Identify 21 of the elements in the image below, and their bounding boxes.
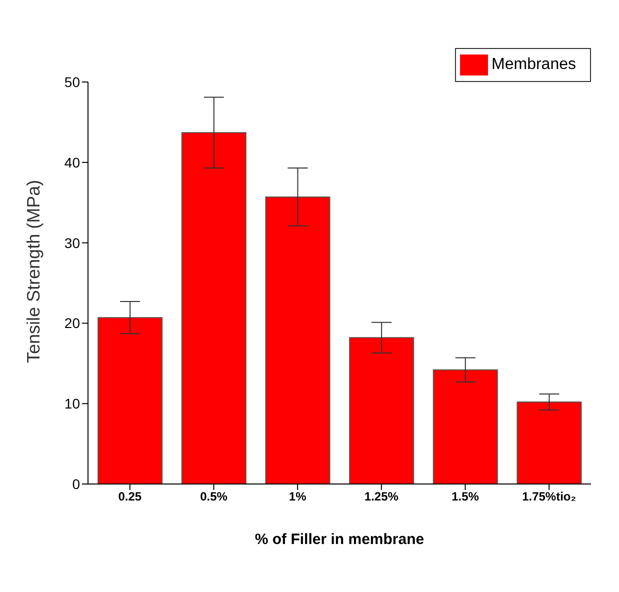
y-tick-label: 30	[64, 234, 80, 251]
y-tick-label: 50	[64, 74, 80, 90]
bar	[98, 317, 163, 484]
y-tick-label: 0	[72, 476, 80, 492]
x-tick-label: 0.5%	[200, 490, 228, 504]
bar	[349, 337, 414, 484]
y-tick-label: 40	[64, 154, 80, 170]
y-tick-label: 20	[64, 315, 80, 332]
legend-label: Membranes	[492, 56, 576, 74]
x-tick-label: 1.5%	[452, 490, 480, 504]
y-axis-title: Tensile Strength (MPa)	[23, 180, 44, 363]
bar	[181, 132, 246, 484]
x-tick-label: 0.25	[118, 490, 142, 504]
x-tick-label: 1.25%	[364, 490, 399, 504]
bar	[265, 196, 330, 484]
x-tick-label: 1.75%tio₂	[522, 490, 576, 504]
y-tick-label: 10	[64, 396, 80, 412]
bar	[432, 369, 498, 484]
bar	[516, 401, 582, 484]
x-axis-title: % of Filler in membrane	[254, 531, 424, 548]
x-tick-label: 1%	[288, 490, 307, 504]
